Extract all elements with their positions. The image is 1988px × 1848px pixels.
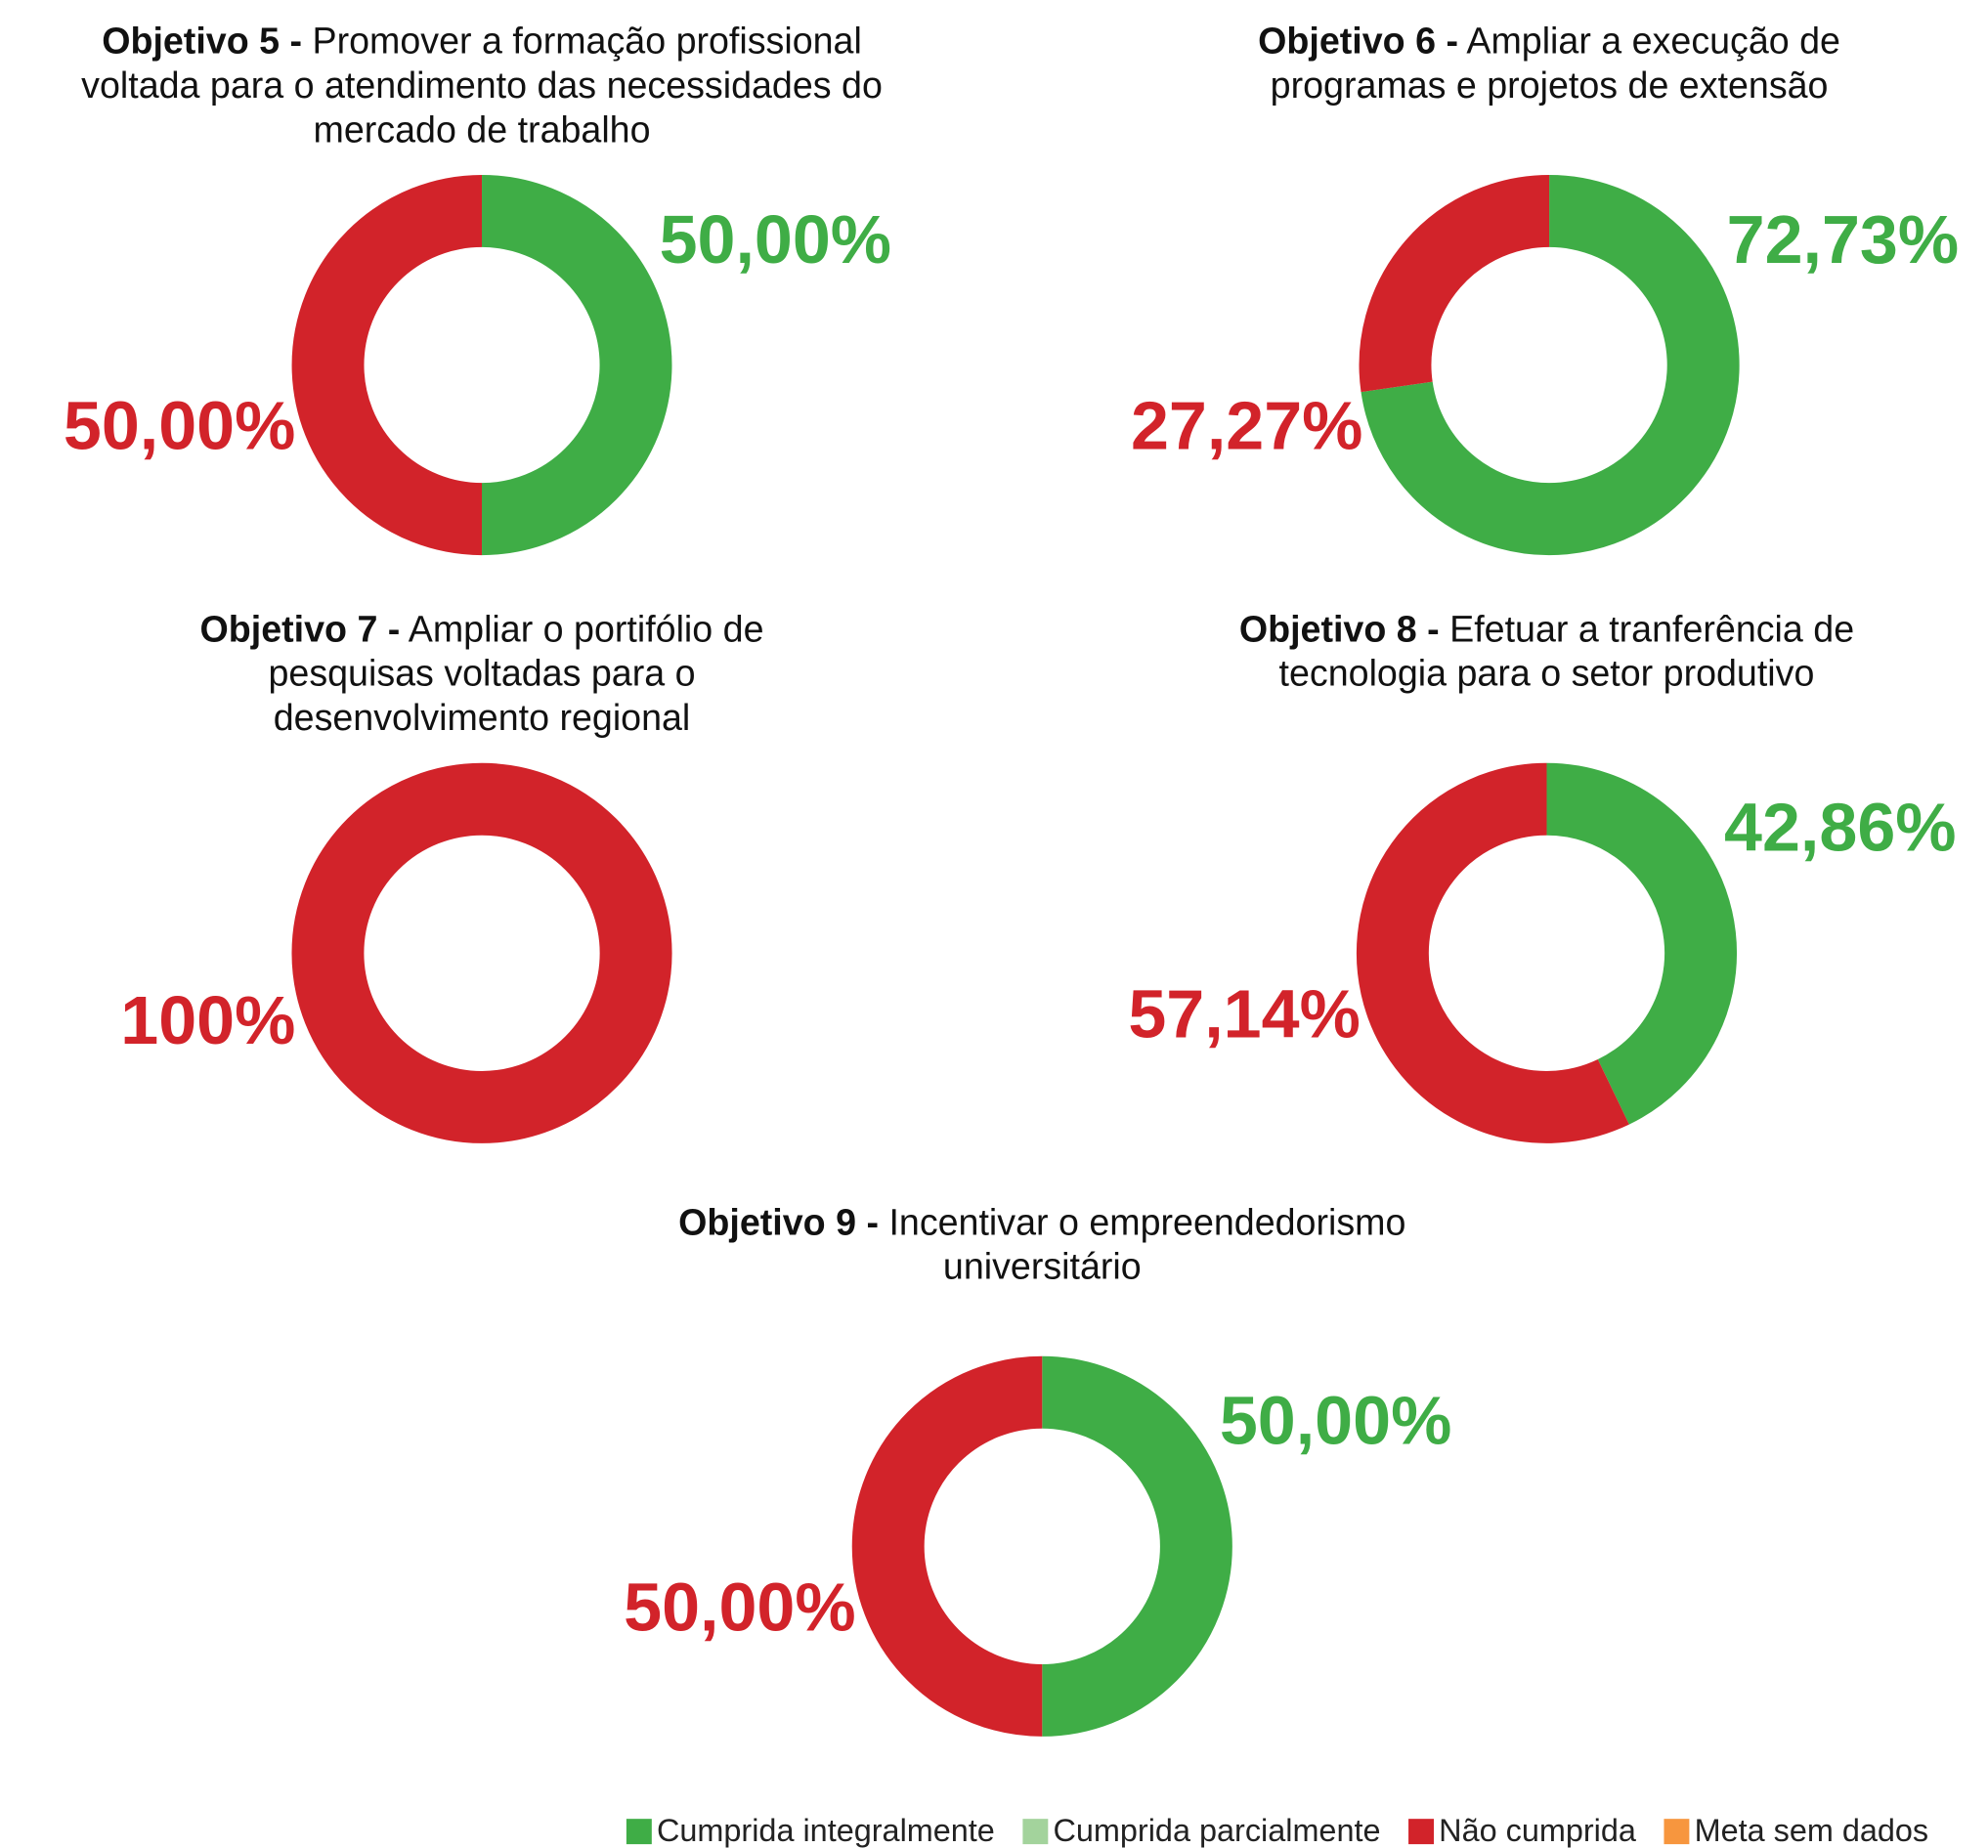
legend-label: Cumprida parcialmente [1054, 1813, 1381, 1848]
chart-title-text: Objetivo 9 - Incentivar o empreendedoris… [611, 1202, 1473, 1291]
legend-label: Não cumprida [1439, 1813, 1637, 1848]
objective-label: Objetivo 8 - [1238, 609, 1440, 651]
value-label: 57,14% [1128, 975, 1360, 1052]
objective-title: Promover a formação profissional voltada… [81, 21, 883, 151]
value-label: 42,86% [1724, 790, 1956, 866]
chart-title-text: Objetivo 7 - Ampliar o portifólio de pes… [178, 609, 787, 742]
value-label: 50,00% [624, 1569, 855, 1645]
chart-title: Objetivo 8 - Efetuar a tranferência de t… [1191, 609, 1901, 698]
legend-swatch [626, 1819, 652, 1845]
chart-title: Objetivo 5 - Promover a formação profiss… [51, 21, 913, 153]
objective-title: Incentivar o empreendedorismo universitá… [888, 1202, 1406, 1288]
donut-segment [291, 174, 483, 556]
objective-label: Objetivo 7 - [199, 609, 401, 651]
legend-swatch [1022, 1819, 1049, 1845]
chart-title-text: Objetivo 8 - Efetuar a tranferência de t… [1191, 609, 1901, 698]
objective-label: Objetivo 5 - [102, 21, 303, 63]
value-label: 50,00% [64, 387, 295, 463]
value-label: 27,27% [1131, 387, 1362, 463]
chart-title: Objetivo 6 - Ampliar a execução de progr… [1245, 21, 1854, 109]
value-label: 50,00% [1220, 1383, 1451, 1459]
donut-segment [1361, 174, 1740, 556]
donut-segment [1041, 1355, 1232, 1737]
chart-title: Objetivo 9 - Incentivar o empreendedoris… [611, 1202, 1473, 1291]
objective-label: Objetivo 9 - [678, 1202, 879, 1244]
donut-segment [1545, 762, 1738, 1125]
donut-segment [1359, 174, 1551, 393]
value-label: 100% [120, 982, 295, 1058]
value-label: 50,00% [660, 201, 891, 278]
chart-title: Objetivo 7 - Ampliar o portifólio de pes… [178, 609, 787, 742]
value-label: 72,73% [1727, 201, 1959, 278]
donut-segment [1356, 762, 1629, 1143]
objective-title: Ampliar a execução de programas e projet… [1270, 21, 1840, 107]
objective-title: Ampliar o portifólio de pesquisas voltad… [268, 609, 764, 740]
donut-segment [851, 1355, 1044, 1737]
legend-label: Cumprida integralmente [657, 1813, 995, 1848]
objective-label: Objetivo 6 - [1258, 21, 1458, 63]
chart-title-text: Objetivo 5 - Promover a formação profiss… [51, 21, 913, 153]
legend-label: Meta sem dados [1695, 1813, 1929, 1848]
legend-swatch [1408, 1819, 1434, 1845]
objective-title: Efetuar a tranferência de tecnologia par… [1278, 609, 1855, 695]
chart-title-text: Objetivo 6 - Ampliar a execução de progr… [1245, 21, 1854, 109]
donut-segment [481, 174, 672, 556]
legend-swatch [1664, 1819, 1690, 1845]
donut-segment [291, 762, 672, 1143]
